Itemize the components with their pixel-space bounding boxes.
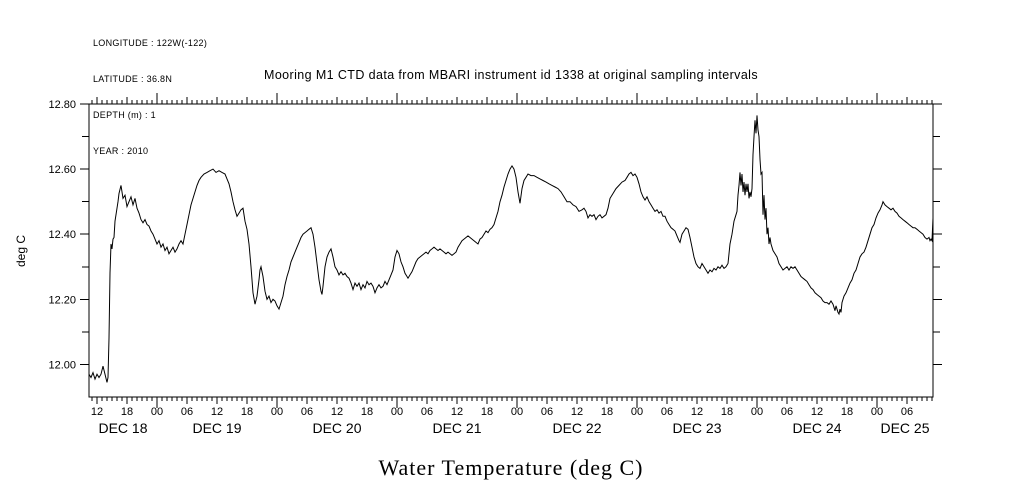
- svg-text:12: 12: [91, 406, 103, 418]
- svg-text:DEC 22: DEC 22: [552, 420, 601, 436]
- svg-text:06: 06: [181, 406, 193, 418]
- svg-text:00: 00: [511, 406, 523, 418]
- meta-latitude: LATITUDE : 36.8N: [93, 74, 173, 84]
- svg-text:00: 00: [271, 406, 283, 418]
- svg-text:DEC 18: DEC 18: [98, 420, 147, 436]
- meta-longitude: LONGITUDE : 122W(-122): [93, 38, 208, 48]
- svg-text:18: 18: [721, 406, 733, 418]
- svg-text:12: 12: [451, 406, 463, 418]
- svg-text:18: 18: [241, 406, 253, 418]
- svg-text:18: 18: [601, 406, 613, 418]
- svg-text:18: 18: [361, 406, 373, 418]
- x-axis: 12 18 00 06 12 18 00 06 12 18 00 06 12 18 00 06 12 18 00 06…: [91, 93, 933, 418]
- svg-text:00: 00: [631, 406, 643, 418]
- svg-text:12: 12: [571, 406, 583, 418]
- x-axis-caption: Water Temperature (deg C): [378, 455, 644, 480]
- chart-title: Mooring M1 CTD data from MBARI instrumen…: [264, 68, 758, 82]
- svg-text:00: 00: [391, 406, 403, 418]
- svg-text:18: 18: [481, 406, 493, 418]
- svg-text:12.00: 12.00: [48, 359, 76, 371]
- svg-text:06: 06: [541, 406, 553, 418]
- svg-text:00: 00: [751, 406, 763, 418]
- svg-text:06: 06: [421, 406, 433, 418]
- plot-box: [88, 103, 934, 398]
- svg-text:12: 12: [211, 406, 223, 418]
- svg-text:00: 00: [871, 406, 883, 418]
- svg-text:06: 06: [661, 406, 673, 418]
- svg-text:12: 12: [811, 406, 823, 418]
- y-axis: 12.00 12.20 12.40 12.60 12.80: [48, 99, 942, 371]
- svg-text:DEC 23: DEC 23: [672, 420, 721, 436]
- svg-text:DEC 25: DEC 25: [880, 420, 929, 436]
- metadata-block: LONGITUDE : 122W(-122) LATITUDE : 36.8N …: [93, 13, 207, 181]
- svg-text:DEC 20: DEC 20: [312, 420, 361, 436]
- svg-text:12: 12: [331, 406, 343, 418]
- svg-text:DEC 19: DEC 19: [192, 420, 241, 436]
- svg-text:12.20: 12.20: [48, 294, 76, 306]
- svg-text:18: 18: [841, 406, 853, 418]
- svg-text:12.60: 12.60: [48, 164, 76, 176]
- svg-text:00: 00: [151, 406, 163, 418]
- meta-year: YEAR : 2010: [93, 146, 149, 156]
- svg-text:06: 06: [781, 406, 793, 418]
- svg-text:18: 18: [121, 406, 133, 418]
- svg-text:06: 06: [901, 406, 913, 418]
- svg-text:12.80: 12.80: [48, 99, 76, 111]
- svg-text:DEC 24: DEC 24: [792, 420, 841, 436]
- x-axis-date-labels: DEC 18 DEC 19 DEC 20 DEC 21 DEC 22 DEC 23 DEC …: [98, 420, 929, 436]
- svg-text:12: 12: [691, 406, 703, 418]
- svg-text:06: 06: [301, 406, 313, 418]
- svg-text:12.40: 12.40: [48, 229, 76, 241]
- svg-text:DEC 21: DEC 21: [432, 420, 481, 436]
- meta-depth: DEPTH (m) : 1: [93, 110, 156, 120]
- data-line: [88, 115, 934, 383]
